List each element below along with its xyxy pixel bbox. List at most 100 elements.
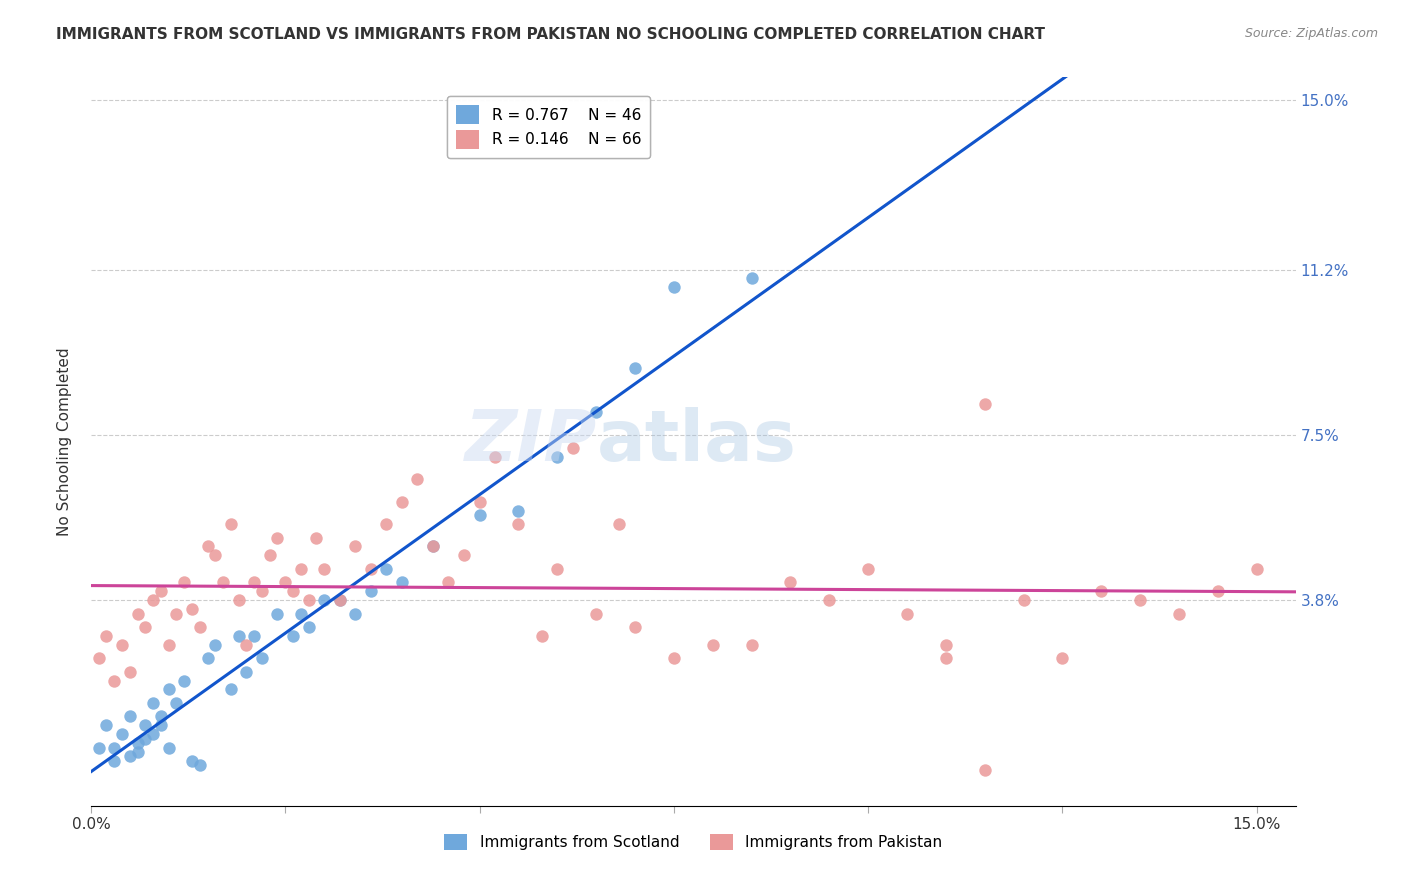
Point bbox=[197, 540, 219, 554]
Point bbox=[157, 740, 180, 755]
Point bbox=[546, 450, 568, 465]
Point bbox=[662, 280, 685, 294]
Point bbox=[702, 638, 724, 652]
Point bbox=[896, 607, 918, 621]
Point bbox=[609, 517, 631, 532]
Point bbox=[134, 731, 156, 746]
Point bbox=[250, 584, 273, 599]
Point bbox=[134, 718, 156, 732]
Legend: R = 0.767    N = 46, R = 0.146    N = 66: R = 0.767 N = 46, R = 0.146 N = 66 bbox=[447, 96, 650, 158]
Point bbox=[437, 575, 460, 590]
Point bbox=[127, 745, 149, 759]
Point bbox=[290, 562, 312, 576]
Point bbox=[453, 549, 475, 563]
Point bbox=[96, 718, 118, 732]
Point bbox=[250, 651, 273, 665]
Point bbox=[561, 441, 583, 455]
Point bbox=[266, 607, 288, 621]
Point bbox=[1246, 562, 1268, 576]
Point bbox=[935, 638, 957, 652]
Point bbox=[468, 495, 491, 509]
Point bbox=[266, 531, 288, 545]
Point bbox=[181, 754, 204, 768]
Point bbox=[197, 651, 219, 665]
Point bbox=[585, 405, 607, 419]
Text: IMMIGRANTS FROM SCOTLAND VS IMMIGRANTS FROM PAKISTAN NO SCHOOLING COMPLETED CORR: IMMIGRANTS FROM SCOTLAND VS IMMIGRANTS F… bbox=[56, 27, 1045, 42]
Point bbox=[188, 758, 211, 772]
Point bbox=[118, 749, 141, 764]
Point bbox=[391, 575, 413, 590]
Point bbox=[212, 575, 235, 590]
Point bbox=[1052, 651, 1074, 665]
Point bbox=[165, 696, 187, 710]
Point bbox=[508, 504, 530, 518]
Point bbox=[127, 607, 149, 621]
Point bbox=[297, 620, 319, 634]
Point bbox=[228, 593, 250, 607]
Point bbox=[344, 607, 367, 621]
Point bbox=[204, 638, 226, 652]
Point bbox=[375, 517, 398, 532]
Point bbox=[103, 673, 125, 688]
Point bbox=[127, 736, 149, 750]
Point bbox=[344, 540, 367, 554]
Point bbox=[235, 638, 257, 652]
Point bbox=[219, 682, 242, 697]
Point bbox=[243, 629, 266, 643]
Point bbox=[149, 584, 172, 599]
Point bbox=[219, 517, 242, 532]
Point bbox=[142, 696, 165, 710]
Point bbox=[259, 549, 281, 563]
Point bbox=[779, 575, 801, 590]
Point bbox=[142, 593, 165, 607]
Point bbox=[103, 740, 125, 755]
Point bbox=[741, 638, 763, 652]
Point bbox=[973, 763, 995, 777]
Point bbox=[103, 754, 125, 768]
Point bbox=[1129, 593, 1152, 607]
Point bbox=[290, 607, 312, 621]
Point bbox=[329, 593, 352, 607]
Point bbox=[935, 651, 957, 665]
Point bbox=[305, 531, 328, 545]
Point bbox=[1168, 607, 1191, 621]
Point bbox=[157, 682, 180, 697]
Point bbox=[391, 495, 413, 509]
Point bbox=[406, 473, 429, 487]
Point bbox=[274, 575, 297, 590]
Point bbox=[228, 629, 250, 643]
Point bbox=[585, 607, 607, 621]
Text: Source: ZipAtlas.com: Source: ZipAtlas.com bbox=[1244, 27, 1378, 40]
Point bbox=[484, 450, 506, 465]
Point bbox=[624, 360, 647, 375]
Point bbox=[173, 575, 195, 590]
Point bbox=[1206, 584, 1229, 599]
Point bbox=[87, 740, 110, 755]
Point bbox=[96, 629, 118, 643]
Point bbox=[281, 629, 304, 643]
Point bbox=[624, 620, 647, 634]
Point bbox=[1090, 584, 1112, 599]
Point bbox=[662, 651, 685, 665]
Point bbox=[173, 673, 195, 688]
Point bbox=[973, 396, 995, 410]
Point bbox=[157, 638, 180, 652]
Point bbox=[741, 271, 763, 285]
Point bbox=[118, 665, 141, 679]
Point bbox=[422, 540, 444, 554]
Point bbox=[243, 575, 266, 590]
Point bbox=[118, 709, 141, 723]
Y-axis label: No Schooling Completed: No Schooling Completed bbox=[58, 347, 72, 536]
Point bbox=[188, 620, 211, 634]
Point bbox=[149, 709, 172, 723]
Point bbox=[360, 562, 382, 576]
Point bbox=[297, 593, 319, 607]
Point bbox=[468, 508, 491, 523]
Point bbox=[204, 549, 226, 563]
Point bbox=[422, 540, 444, 554]
Point bbox=[818, 593, 841, 607]
Point bbox=[142, 727, 165, 741]
Point bbox=[149, 718, 172, 732]
Point bbox=[134, 620, 156, 634]
Point bbox=[360, 584, 382, 599]
